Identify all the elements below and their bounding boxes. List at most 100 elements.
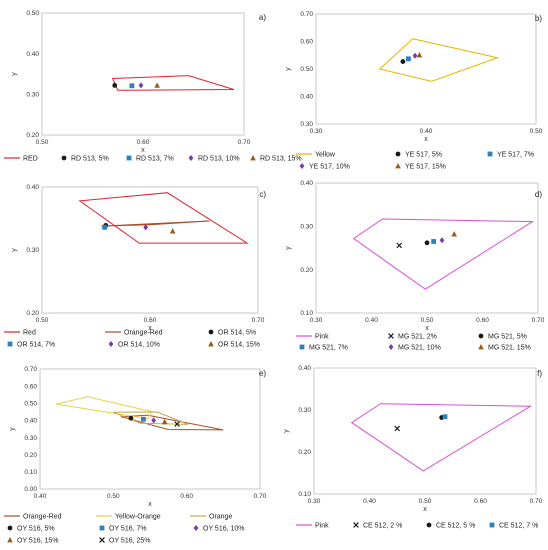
legend-marker	[193, 525, 199, 531]
legend-label: Orange-Red	[23, 513, 62, 520]
legend-label: RD 513, 15%	[260, 155, 302, 162]
legend-item-ye-517-5: YE 517, 5%	[395, 151, 442, 158]
legend-item-rd-513-5: RD 513, 5%	[61, 155, 109, 162]
point-ye-517-7	[406, 56, 411, 62]
legend-item-ye-517-10: YE 517, 10%	[299, 163, 350, 170]
y-axis-label: y	[285, 246, 292, 250]
point-oy-516-5	[128, 415, 134, 421]
legend-item-rd-513-7: RD 513, 7%	[126, 155, 174, 162]
panel-f: 0.30 0.40 0.50 0.60 0.70 0.10 0.20 0.30 0.40 x y f)…	[283, 365, 543, 529]
y-tick-label: 0.40	[298, 365, 311, 372]
region-red	[78, 192, 249, 244]
y-tick-label: 0.40	[26, 51, 39, 58]
region-pink	[350, 403, 533, 472]
legend-item-rd-513-10: RD 513, 10%	[188, 155, 240, 162]
y-tick-label: 0.50	[24, 400, 37, 407]
plot-frame	[41, 12, 245, 136]
x-tick-label: 0.70	[238, 139, 251, 146]
point-mg-521-15	[451, 231, 457, 237]
y-axis-label: y	[9, 427, 16, 431]
legend-marker	[126, 155, 132, 161]
legend-marker	[61, 155, 67, 161]
legend-item-red: Red	[4, 329, 36, 336]
legend-item-oy-516-10: OY 516, 10%	[193, 525, 245, 532]
legend-marker	[487, 151, 493, 157]
legend-label: OR 514, 5%	[218, 329, 256, 336]
point-or-514-15	[169, 228, 176, 234]
x-axis-label: x	[425, 325, 429, 332]
x-tick-label: 0.60	[144, 317, 157, 324]
y-tick-label: 0.50	[26, 10, 39, 17]
legend-item-rd-513-15: RD 513, 15%	[250, 155, 302, 162]
point-mg-521-7	[431, 239, 437, 244]
legend-item-mg-521-5: MG 521, 5%	[478, 333, 527, 340]
y-tick-label: 0.40	[300, 180, 313, 187]
legend-label: OY 516, 25%	[109, 537, 151, 544]
legend-label: Red	[23, 329, 36, 336]
legend-marker	[250, 155, 256, 161]
y-tick-label: 0.40	[26, 184, 39, 191]
y-axis-label: y	[11, 248, 18, 252]
x-tick-label: 0.70	[254, 493, 267, 500]
legend-item-ye-517-7: YE 517, 7%	[487, 151, 534, 158]
legend-item-pink: Pink	[296, 333, 329, 340]
y-tick-label: 0.10	[300, 310, 313, 317]
legend-item-yellow-orange: Yellow-Orange	[96, 513, 161, 520]
legend-label: OY 516, 15%	[17, 537, 59, 544]
point-oy-516-10	[151, 417, 157, 424]
panel-label: b)	[535, 14, 542, 23]
panel-label: a)	[259, 13, 266, 22]
x-tick-label: 0.50	[419, 498, 432, 505]
legend-label: MG 521, 10%	[398, 344, 441, 351]
legend-item-ye-517-15: YE 517, 15%	[395, 163, 446, 170]
x-tick-label: 0.30	[310, 317, 323, 324]
y-tick-label: 0.30	[300, 121, 313, 128]
y-tick-label: 0.30	[24, 435, 37, 442]
legend-item-mg-521-10: MG 521, 10%	[388, 344, 441, 351]
panel-label: c)	[259, 190, 266, 199]
legend-label: OR 514, 7%	[17, 341, 55, 348]
x-tick-label: 0.60	[180, 493, 193, 500]
panel-label: e)	[259, 369, 266, 378]
legend-label: YE 517, 10%	[309, 163, 350, 170]
legend: Orange-Red Yellow-Orange Orange OY 516, 5% O…	[4, 513, 245, 544]
y-axis-label: y	[11, 72, 18, 76]
legend-marker	[108, 341, 114, 347]
legend-label: Pink	[315, 333, 329, 340]
legend-item-pink: Pink	[296, 522, 329, 529]
y-tick-label: 0.30	[26, 247, 39, 254]
x-tick-label: 0.70	[532, 317, 545, 324]
legend-marker	[478, 333, 484, 339]
legend-label: RD 513, 10%	[198, 155, 240, 162]
x-tick-label: 0.30	[310, 128, 323, 135]
legend-marker	[395, 151, 401, 157]
legend-label: RD 513, 7%	[136, 155, 174, 162]
point-ce-512-2	[394, 425, 401, 432]
y-tick-label: 0.20	[300, 267, 313, 274]
legend-item-ce-512-7: CE 512, 7 %	[489, 522, 538, 529]
legend-item-or-514-10: OR 514, 10%	[108, 341, 160, 348]
legend-label: Orange	[209, 513, 232, 520]
legend-label: RD 513, 5%	[71, 155, 109, 162]
panel-label: f)	[537, 369, 542, 378]
legend-label: MG 521, 2%	[398, 333, 437, 340]
legend-label: OY 516, 10%	[203, 525, 245, 532]
point-rd-513-10	[138, 82, 144, 89]
x-tick-label: 0.40	[365, 317, 378, 324]
legend-label: MG 521, 5%	[488, 333, 527, 340]
y-tick-label: 0.20	[26, 310, 39, 317]
legend-item-or-514-7: OR 514, 7%	[7, 341, 55, 348]
legend-item-or-514-5: OR 514, 5%	[208, 329, 256, 336]
plot-frame	[39, 368, 261, 490]
panel-d: 0.30 0.40 0.50 0.60 0.70 0.10 0.20 0.30 0.40 x y d)…	[285, 180, 545, 351]
panel-b: 0.30 0.40 0.50 0.30 0.40 0.50 0.60 0.70 x y b) Yell…	[285, 11, 543, 170]
x-axis-label: x	[423, 506, 427, 513]
point-rd-513-7	[129, 83, 135, 89]
legend-label: MG 521, 7%	[309, 344, 348, 351]
y-tick-label: 0.10	[298, 491, 311, 498]
legend-item-orange: Orange	[190, 513, 232, 520]
point-or-514-10	[143, 224, 149, 231]
region-orange-red	[120, 414, 224, 431]
x-tick-label: 0.60	[476, 317, 489, 324]
